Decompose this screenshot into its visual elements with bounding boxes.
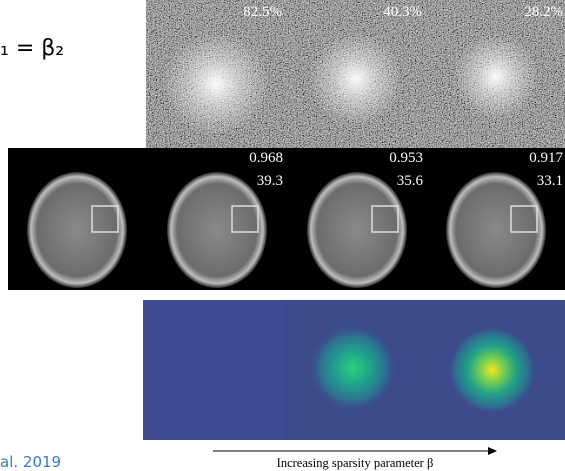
noise-blob — [304, 22, 408, 126]
heatmap-blob — [437, 315, 547, 425]
noise-label: 82.5% — [243, 4, 282, 20]
brain-image — [167, 172, 267, 288]
noise-blob — [448, 24, 544, 120]
psnr-label: 33.1 — [537, 173, 563, 189]
heatmap-blob — [298, 313, 408, 423]
arrow-head — [488, 447, 497, 455]
noise-row: 82.5% 40.3% 28.2% — [146, 0, 565, 148]
heatmap-panel — [143, 300, 283, 440]
citation: al. 2019 — [0, 453, 61, 471]
noise-label: 28.2% — [524, 4, 563, 20]
brain-image — [27, 172, 127, 288]
ssim-label: 0.968 — [249, 150, 283, 166]
equation: ₁ = β₂ — [0, 36, 64, 61]
caption: Increasing sparsity parameter β — [277, 456, 434, 470]
heatmap-row — [143, 300, 565, 440]
figure: ₁ = β₂ 82.5% 40.3% 28.2% 0.968 39.3 0. — [0, 0, 565, 471]
noise-blob — [156, 20, 276, 136]
brain-image — [307, 172, 407, 288]
psnr-label: 39.3 — [257, 173, 283, 189]
ssim-label: 0.953 — [389, 150, 423, 166]
brain-row: 0.968 39.3 0.953 35.6 0.917 33.1 — [8, 148, 565, 290]
psnr-label: 35.6 — [397, 173, 424, 189]
noise-label: 40.3% — [383, 4, 422, 20]
ssim-label: 0.917 — [529, 150, 563, 166]
brain-image — [446, 172, 546, 288]
